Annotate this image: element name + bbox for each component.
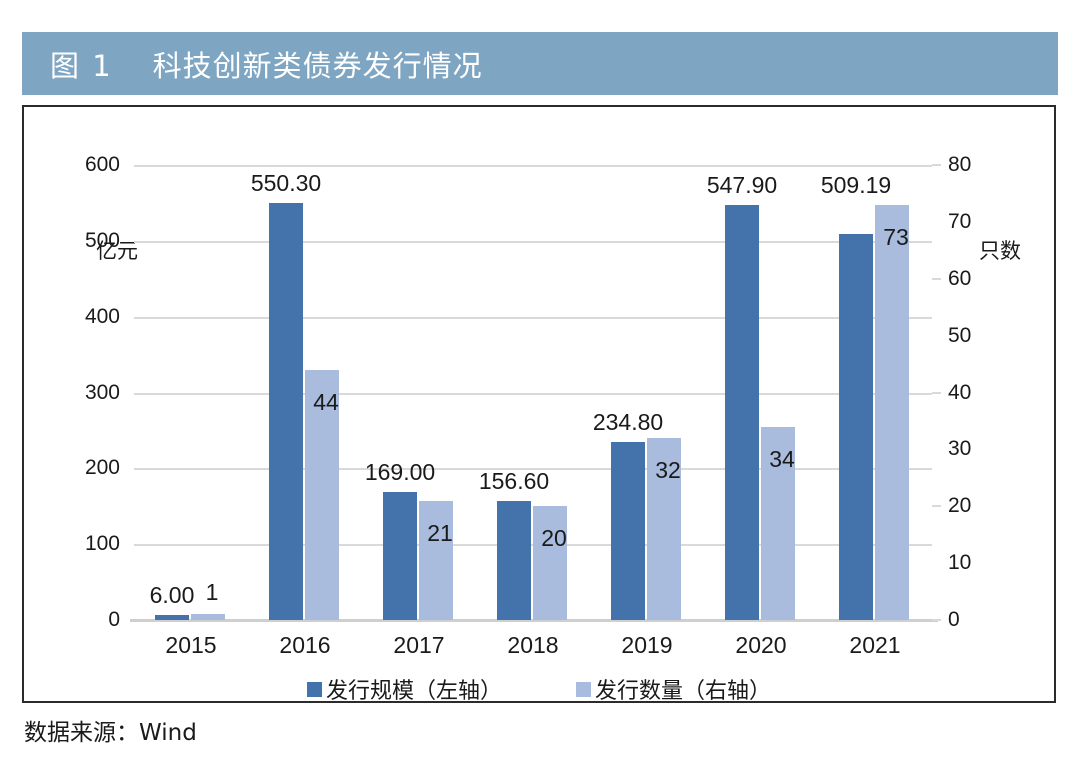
bar-group: 156.60 20 2018	[476, 165, 590, 658]
right-axis-tick-mark	[932, 164, 941, 166]
data-label-issuance-scale: 169.00	[364, 458, 436, 485]
data-label-issuance-scale: 509.19	[820, 171, 892, 198]
bar-issuance-scale[interactable]	[611, 441, 645, 620]
data-label-issuance-count: 1	[205, 579, 219, 605]
data-label-issuance-count: 34	[769, 445, 795, 472]
gridline	[134, 240, 932, 243]
right-axis-tick-mark	[932, 277, 941, 280]
data-label-issuance-scale: 547.90	[706, 171, 778, 198]
x-axis-tick-label: 2017	[393, 632, 445, 658]
right-axis-tick-label: 10	[948, 551, 972, 575]
legend-swatch-icon	[306, 681, 322, 697]
data-label-issuance-count: 20	[541, 525, 567, 552]
data-label-issuance-count: 44	[313, 388, 339, 415]
bar-issuance-scale[interactable]	[839, 233, 873, 620]
right-axis-unit: 只数	[979, 239, 1021, 263]
right-axis-tick-label: 80	[948, 153, 972, 176]
bar-group: 169.00 21 2017	[362, 165, 476, 658]
figure-title: 科技创新类债券发行情况	[152, 48, 483, 83]
legend-swatch-icon	[576, 681, 591, 697]
data-label-issuance-count: 73	[883, 223, 909, 250]
bar-group: 234.80 32 2019	[590, 165, 704, 658]
legend-label: 发行规模（左轴）	[325, 679, 502, 704]
right-axis-tick-label: 50	[948, 323, 972, 347]
legend-item-scale[interactable]: 发行规模（左轴）	[306, 673, 502, 705]
x-axis-tick-label: 2021	[849, 632, 901, 658]
x-axis-tick-label: 2019	[621, 632, 673, 658]
legend-item-count[interactable]: 发行数量（右轴）	[576, 673, 771, 705]
bar-issuance-count[interactable]	[875, 204, 909, 620]
figure-title-band: 图 1 科技创新类债券发行情况	[22, 32, 1058, 95]
gridline	[134, 468, 932, 471]
bar-issuance-scale[interactable]	[725, 204, 759, 620]
chart-legend: 发行规模（左轴） 发行数量（右轴）	[24, 673, 1054, 705]
gridline	[134, 165, 932, 167]
right-axis-tick-mark	[932, 619, 941, 621]
right-axis-tick-label: 20	[948, 494, 972, 518]
legend-label: 发行数量（右轴）	[595, 679, 772, 704]
x-axis-tick-label: 2016	[279, 632, 331, 658]
x-axis-tick-label: 2015	[165, 632, 217, 658]
plot-area: 0 100 200 300 400 500 600 0 10 20 30 40 50 60 70 80 6.00…	[85, 153, 971, 658]
left-axis-tick-label: 600	[84, 153, 120, 176]
bar-issuance-count[interactable]	[419, 500, 453, 620]
axis-baseline	[130, 619, 938, 622]
data-label-issuance-count: 21	[427, 519, 453, 546]
data-label-issuance-scale: 550.30	[250, 169, 322, 196]
left-axis-tick-label: 400	[84, 304, 120, 328]
bar-issuance-scale[interactable]	[383, 491, 417, 620]
bar-issuance-count[interactable]	[533, 506, 567, 620]
right-axis-tick-label: 70	[948, 209, 972, 233]
left-axis-tick-label: 100	[84, 532, 120, 556]
data-label-issuance-count: 32	[655, 457, 681, 483]
x-axis-tick-label: 2018	[507, 632, 559, 658]
bar-group: 6.00 1 2015	[134, 165, 248, 658]
left-axis-tick-label: 500	[84, 228, 120, 252]
gridline	[134, 392, 932, 395]
x-axis-tick-label: 2020	[735, 632, 787, 658]
bar-group: 509.19 73 2021	[818, 165, 932, 658]
source-note: 数据来源：Wind	[24, 720, 197, 746]
bar-issuance-scale[interactable]	[497, 501, 531, 620]
left-axis-tick-label: 300	[84, 380, 120, 404]
figure-number: 图 1	[50, 48, 113, 83]
data-label-issuance-scale: 234.80	[592, 408, 664, 435]
right-axis-tick-label: 40	[948, 380, 972, 404]
chart-frame: 亿元 只数 0 100 200 300 400 500 600 0 10 20 30 40 50 60 70…	[22, 105, 1056, 705]
left-axis-tick-label: 0	[108, 608, 120, 631]
right-axis-tick-mark	[932, 391, 941, 394]
left-axis-unit: 亿元	[96, 239, 138, 263]
bar-group: 547.90 34 2020	[704, 165, 818, 658]
bar-issuance-count[interactable]	[305, 369, 339, 620]
data-label-issuance-scale: 156.60	[478, 468, 550, 495]
gridline	[134, 316, 932, 319]
right-axis-tick-label: 30	[948, 437, 972, 461]
right-axis-tick-label: 0	[948, 608, 960, 631]
left-axis-tick-label: 200	[84, 456, 120, 480]
bar-issuance-scale[interactable]	[269, 202, 303, 620]
bar-issuance-count[interactable]	[647, 438, 681, 620]
bar-issuance-count[interactable]	[191, 614, 225, 620]
right-axis-tick-mark	[932, 505, 941, 508]
bar-issuance-count[interactable]	[761, 426, 795, 620]
right-axis-tick-label: 60	[948, 266, 972, 290]
data-label-issuance-scale: 6.00	[149, 582, 195, 609]
bar-issuance-scale[interactable]	[155, 615, 189, 620]
bar-group: 550.30 44 2016	[248, 165, 362, 658]
